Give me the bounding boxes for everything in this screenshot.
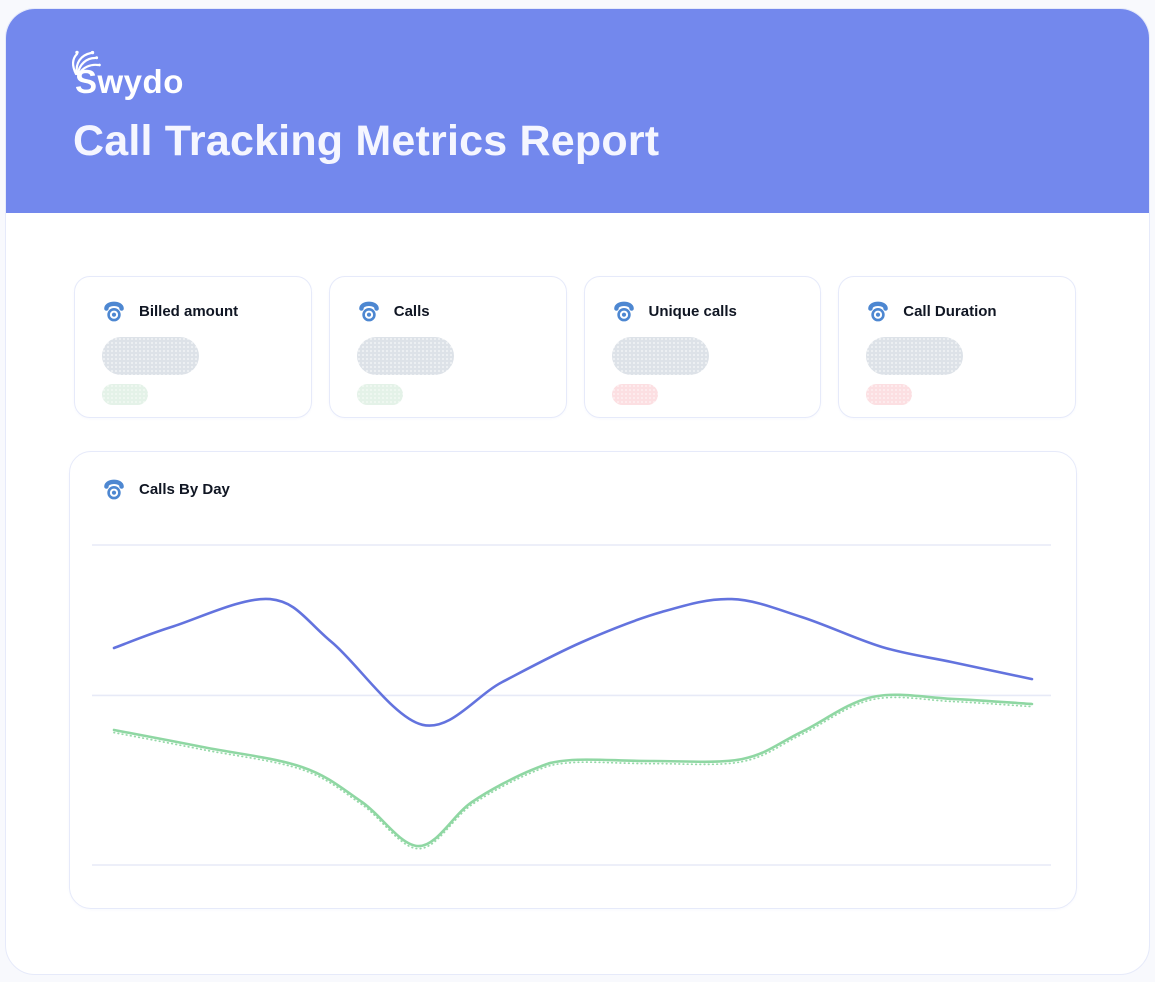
metric-card-call-duration[interactable]: Call Duration	[838, 276, 1076, 418]
calls-by-day-chart	[92, 544, 1051, 866]
value-placeholder	[102, 337, 199, 375]
calls-by-day-card[interactable]: Calls By Day	[69, 451, 1077, 909]
value-placeholder	[866, 337, 964, 375]
swydo-logo: Swydo	[72, 50, 184, 103]
trend-badge-placeholder	[611, 384, 658, 405]
phone-icon	[613, 301, 634, 322]
metric-label: Call Duration	[903, 302, 997, 320]
phone-icon	[104, 301, 124, 322]
report-page-card: Swydo Call Tracking Metrics Report Bille…	[5, 8, 1150, 975]
phone-icon	[358, 301, 379, 322]
swydo-plume-icon	[72, 50, 101, 76]
metric-label: Calls	[393, 302, 430, 320]
series-line-blue-series	[112, 597, 1034, 727]
metric-card-header: Call Duration	[866, 299, 997, 323]
report-header: Swydo Call Tracking Metrics Report	[6, 9, 1149, 213]
metric-card-calls[interactable]: Calls	[328, 276, 567, 418]
value-placeholder	[356, 337, 454, 375]
chart-title: Calls By Day	[139, 480, 230, 498]
metric-card-unique-calls[interactable]: Unique calls	[583, 276, 822, 418]
trend-badge-placeholder	[866, 384, 913, 405]
brand-wordmark: Swydo	[75, 63, 184, 100]
phone-icon	[104, 479, 124, 500]
chart-card-header: Calls By Day	[102, 477, 230, 501]
metric-card-header: Unique calls	[612, 299, 737, 323]
metrics-row: Billed amount Calls	[74, 276, 1076, 418]
metric-card-header: Billed amount	[102, 299, 238, 323]
metric-card-billed-amount[interactable]: Billed amount	[74, 276, 312, 418]
series-line-green-series-dotted	[113, 696, 1033, 850]
series-line-green-series	[112, 693, 1034, 848]
value-placeholder	[611, 337, 709, 375]
page-title: Call Tracking Metrics Report	[73, 117, 660, 165]
trend-badge-placeholder	[356, 384, 403, 405]
metric-card-header: Calls	[357, 299, 430, 323]
phone-icon	[868, 301, 889, 322]
metric-label: Billed amount	[139, 302, 239, 320]
trend-badge-placeholder	[102, 384, 148, 405]
metric-label: Unique calls	[648, 302, 737, 320]
